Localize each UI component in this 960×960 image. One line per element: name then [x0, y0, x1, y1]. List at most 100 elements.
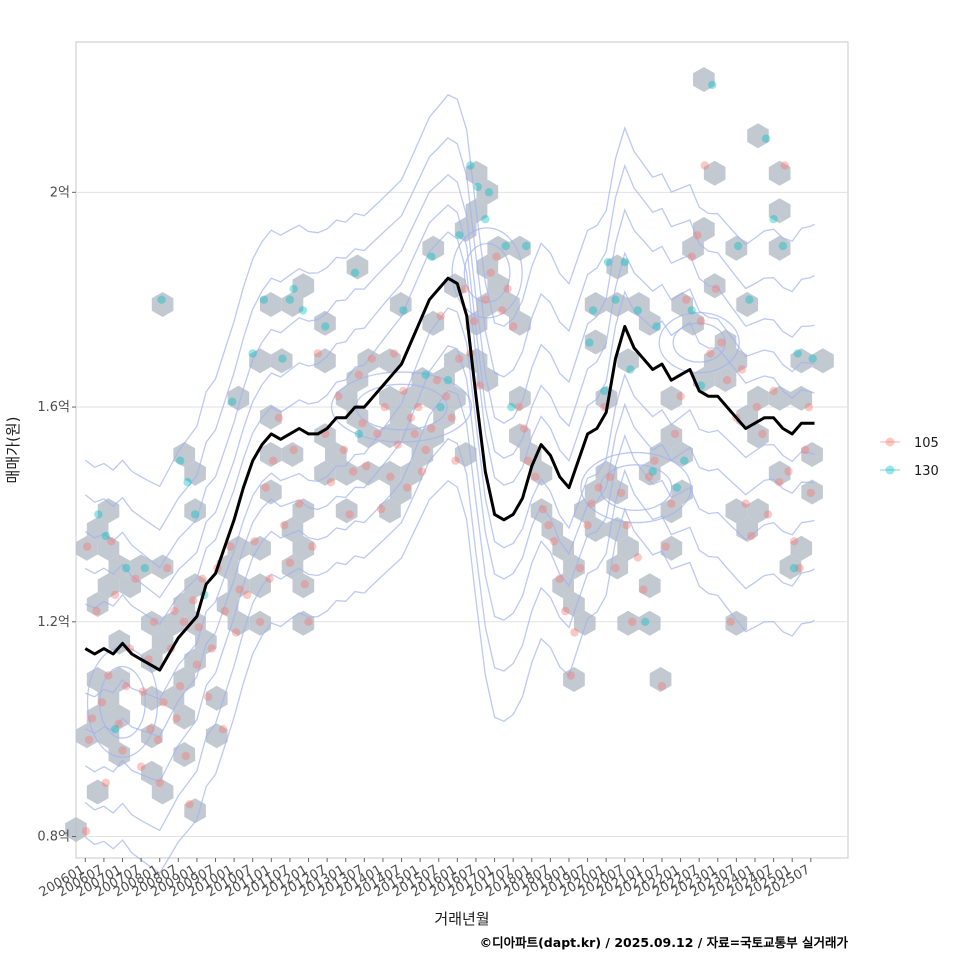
hexbin-cell — [584, 517, 607, 542]
point-130 — [248, 349, 257, 358]
hexbin-cell — [660, 385, 683, 411]
hexbin-cell — [779, 554, 802, 580]
point-130 — [455, 231, 464, 240]
point-105 — [410, 429, 419, 439]
hexbin-cell — [379, 498, 401, 524]
point-105 — [481, 295, 490, 304]
point-105 — [633, 553, 642, 562]
point-105 — [795, 563, 804, 573]
point-105 — [399, 386, 408, 396]
point-105 — [189, 596, 198, 605]
point-130 — [473, 182, 482, 192]
point-130 — [321, 322, 330, 331]
point-105 — [131, 574, 140, 583]
hexbin-cell — [584, 329, 607, 355]
point-105 — [163, 563, 172, 573]
point-105 — [804, 402, 814, 412]
contour-line — [84, 173, 815, 569]
point-105 — [706, 349, 715, 358]
point-105 — [280, 521, 289, 530]
hexbin-cell — [173, 704, 196, 730]
point-130 — [680, 456, 689, 465]
point-105 — [231, 628, 241, 637]
hexbin-cell — [725, 235, 748, 261]
point-130 — [603, 257, 613, 267]
hexbin-cell — [86, 704, 109, 730]
hexbin-cell — [519, 442, 542, 467]
legend: 105 130 — [880, 436, 939, 479]
contour-ring — [463, 242, 511, 303]
hexbin-cell — [249, 348, 271, 374]
point-105 — [492, 252, 501, 261]
point-105 — [326, 478, 336, 487]
hexbin-cell — [584, 292, 607, 317]
point-105 — [676, 392, 685, 401]
hexbin-cell — [487, 235, 509, 261]
hexbin-cell — [790, 348, 813, 374]
point-105 — [561, 606, 570, 616]
point-105 — [250, 537, 259, 546]
hexbin-cell — [389, 292, 412, 317]
hexbin-cell — [422, 423, 445, 449]
y-tick-label: 1.6억 — [37, 400, 70, 415]
hexbin-cell — [768, 198, 791, 224]
hexbin-cell — [552, 573, 574, 599]
hexbin-cell — [747, 498, 769, 524]
point-105 — [752, 402, 761, 412]
point-130 — [421, 370, 430, 379]
point-105 — [432, 376, 442, 385]
hexbin-cell — [400, 460, 423, 486]
hexbin-cell — [314, 310, 336, 336]
point-105 — [146, 725, 155, 734]
contour-ring — [86, 646, 159, 758]
point-105 — [693, 231, 702, 240]
hexbin-cell — [292, 535, 315, 561]
point-130 — [427, 252, 436, 261]
point-105 — [285, 558, 295, 567]
hexbin-cell — [184, 498, 206, 524]
hexbin-cell — [476, 292, 499, 317]
hexbin-cell — [108, 742, 131, 767]
hexbin-cell — [725, 498, 748, 524]
point-130 — [789, 563, 799, 573]
moving-average-line — [84, 276, 815, 672]
point-105 — [747, 531, 756, 541]
hexbin-cell — [227, 573, 250, 599]
hexbin-cell — [379, 348, 401, 374]
point-105 — [170, 606, 179, 616]
hexbin-cell — [97, 535, 120, 561]
point-105 — [269, 456, 278, 465]
point-130 — [350, 268, 360, 277]
point-105 — [402, 483, 412, 492]
hexbin-cell — [563, 554, 585, 580]
point-105 — [469, 317, 479, 326]
hexbin-cell — [498, 292, 520, 317]
point-130 — [600, 386, 609, 396]
hexbin-cell — [314, 348, 336, 374]
point-105 — [339, 445, 349, 455]
y-axis: 0.8억 1.2억 1.6억 2억 — [37, 185, 76, 845]
point-105 — [87, 714, 97, 723]
point-105 — [313, 349, 322, 358]
hexbin-cell — [422, 310, 445, 336]
legend-label-130: 130 — [914, 464, 939, 479]
hexbin-cell — [671, 292, 693, 317]
point-105 — [427, 424, 436, 433]
point-105 — [155, 778, 164, 787]
point-105 — [520, 424, 529, 433]
hexbin-cell — [195, 629, 217, 655]
point-105 — [81, 827, 91, 836]
point-130 — [259, 295, 269, 304]
hexbin-cell — [617, 535, 639, 561]
hexbin-cell — [130, 554, 152, 580]
point-105 — [700, 161, 709, 170]
hexbin-cell — [552, 535, 574, 561]
point-105 — [769, 386, 778, 396]
point-130 — [761, 134, 771, 143]
point-105 — [497, 306, 507, 315]
hexbin-cell — [617, 610, 639, 636]
point-105 — [349, 467, 358, 476]
point-105 — [687, 252, 696, 261]
contour-line — [84, 136, 815, 531]
